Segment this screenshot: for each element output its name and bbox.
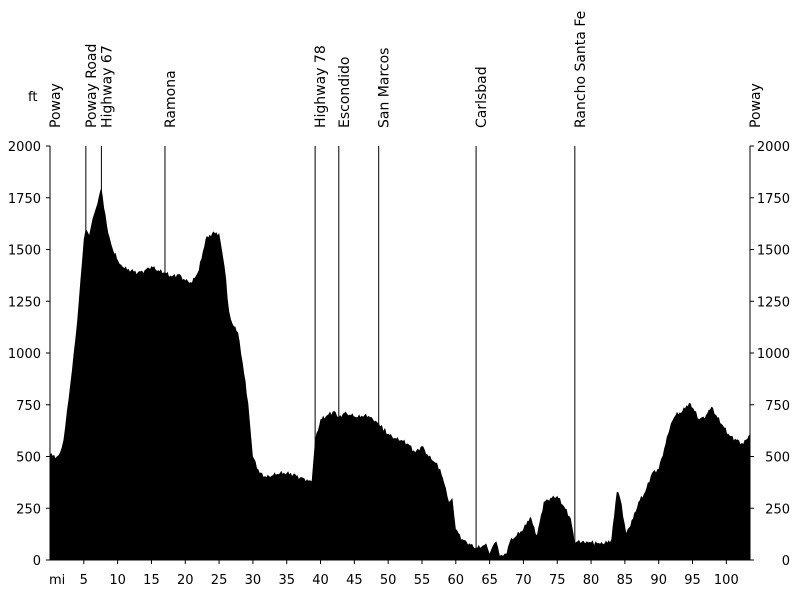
- y-tick-label-left: 1250: [8, 295, 41, 310]
- y-tick-label-right: 250: [765, 502, 790, 517]
- y-tick-label-left: 0: [33, 554, 41, 569]
- x-axis-unit-label: mi: [49, 573, 65, 588]
- elevation-area: [50, 187, 750, 560]
- y-axis-unit-label: ft: [28, 90, 37, 105]
- y-tick-label-right: 1250: [757, 295, 790, 310]
- x-tick-label: 100: [714, 573, 739, 588]
- landmark-label: Highway 67: [99, 45, 115, 128]
- landmark-label: Poway: [748, 83, 764, 128]
- landmark-label: Ramona: [163, 70, 179, 128]
- x-tick-label: 25: [211, 573, 228, 588]
- x-tick-label: 60: [448, 573, 465, 588]
- landmark-label: Escondido: [337, 56, 353, 128]
- y-tick-label-right: 750: [765, 399, 790, 414]
- x-tick-label: 65: [481, 573, 498, 588]
- landmark-label: Rancho Santa Fe: [573, 11, 589, 128]
- y-tick-label-right: 1000: [757, 347, 790, 362]
- x-tick-label: 20: [177, 573, 194, 588]
- x-tick-label: 35: [278, 573, 295, 588]
- x-tick-label: 90: [650, 573, 667, 588]
- y-tick-label-left: 2000: [8, 140, 41, 155]
- x-tick-label: 55: [414, 573, 431, 588]
- y-tick-label-left: 1500: [8, 244, 41, 259]
- y-tick-label-left: 1000: [8, 347, 41, 362]
- axis-layer: ft mi 0 0 250 250 500 500 750 750 1000 1000 1250 12…: [8, 90, 790, 588]
- landmark-label: Highway 78: [313, 45, 329, 128]
- x-tick-label: 80: [583, 573, 600, 588]
- x-tick-label: 75: [549, 573, 566, 588]
- y-tick-label-right: 1500: [757, 244, 790, 259]
- y-tick-label-right: 2000: [757, 140, 790, 155]
- x-tick-label: 15: [143, 573, 160, 588]
- landmark-label: Poway: [48, 83, 64, 128]
- landmark-label: Carlsbad: [474, 66, 490, 128]
- y-tick-label-left: 250: [16, 502, 41, 517]
- x-tick-label: 70: [515, 573, 532, 588]
- x-tick-label: 30: [245, 573, 262, 588]
- x-tick-label: 45: [346, 573, 363, 588]
- landmark-layer: Poway Poway Road Highway 67 Ramona Highway 7…: [48, 11, 764, 560]
- y-tick-label-left: 500: [16, 451, 41, 466]
- y-tick-label-right: 1750: [757, 192, 790, 207]
- x-tick-label: 40: [312, 573, 329, 588]
- elevation-area-layer: [50, 187, 750, 560]
- x-tick-label: 85: [617, 573, 634, 588]
- x-tick-label: 5: [80, 573, 88, 588]
- x-tick-label: 95: [684, 573, 701, 588]
- landmark-label: Poway Road: [84, 44, 100, 128]
- x-tick-label: 10: [109, 573, 126, 588]
- y-tick-label-right: 0: [782, 554, 790, 569]
- y-tick-label-right: 500: [765, 451, 790, 466]
- x-tick-label: 50: [380, 573, 397, 588]
- y-tick-label-left: 1750: [8, 192, 41, 207]
- y-tick-label-left: 750: [16, 399, 41, 414]
- landmark-label: San Marcos: [377, 48, 393, 128]
